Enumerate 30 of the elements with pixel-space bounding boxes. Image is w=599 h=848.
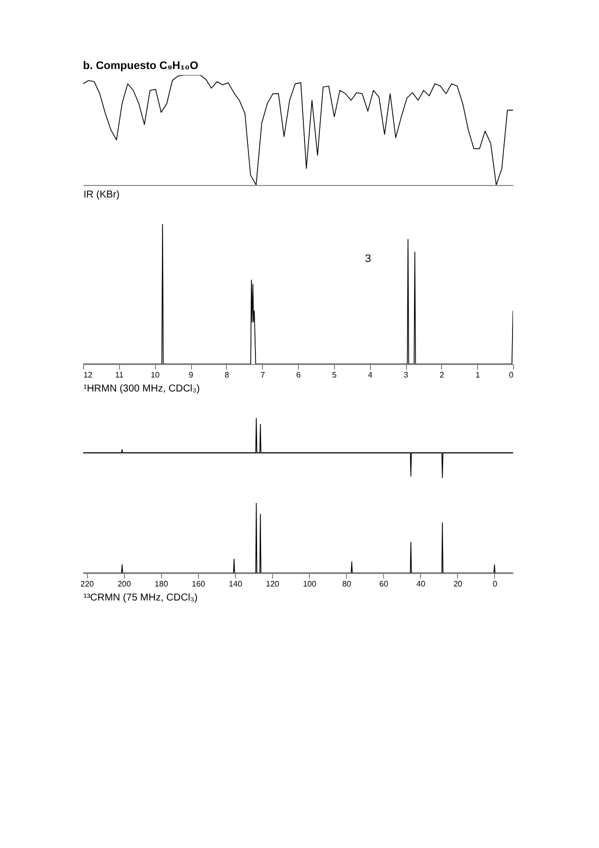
x-tick-label: 2	[440, 370, 445, 380]
x-tick-label: 1	[475, 370, 480, 380]
x-tick-label: 5	[332, 370, 338, 380]
x-tick-label: 0	[509, 370, 514, 380]
x-tick-label: 180	[154, 580, 169, 588]
x-tick-label: 10	[150, 370, 160, 380]
x-tick-label: 80	[342, 580, 352, 588]
x-tick-label: 6	[296, 370, 302, 380]
x-tick-label: 7	[260, 370, 266, 380]
chart-title: b. Compuesto C₉H₁₀O	[83, 60, 199, 72]
x-tick-label: 60	[379, 580, 389, 588]
x-axis-title: IR (KBr)	[84, 190, 120, 200]
x-tick-label: 3	[404, 370, 409, 380]
x-axis-title: ¹³CRMN (75 MHz, CDCl₃)	[84, 592, 198, 604]
x-tick-label: 9	[188, 370, 194, 380]
x-tick-label: 220	[80, 580, 94, 588]
x-tick-label: 120	[266, 580, 280, 588]
x-tick-label: 4	[368, 370, 373, 380]
x-tick-label: 0	[492, 580, 498, 588]
x-tick-label: 160	[192, 580, 206, 588]
x-tick-label: 11	[115, 370, 124, 380]
x-axis-title: ¹HRMN (300 MHz, CDCl₃)	[84, 384, 200, 394]
x-tick-label: 8	[224, 370, 230, 380]
x-tick-label: 20	[453, 580, 463, 588]
x-tick-label: 140	[228, 580, 243, 588]
x-tick-label: 100	[302, 580, 317, 588]
x-tick-label: 200	[118, 580, 132, 588]
x-tick-label: 40	[416, 580, 426, 588]
x-tick-label: 12	[84, 370, 93, 380]
annotation: 3	[364, 253, 372, 265]
